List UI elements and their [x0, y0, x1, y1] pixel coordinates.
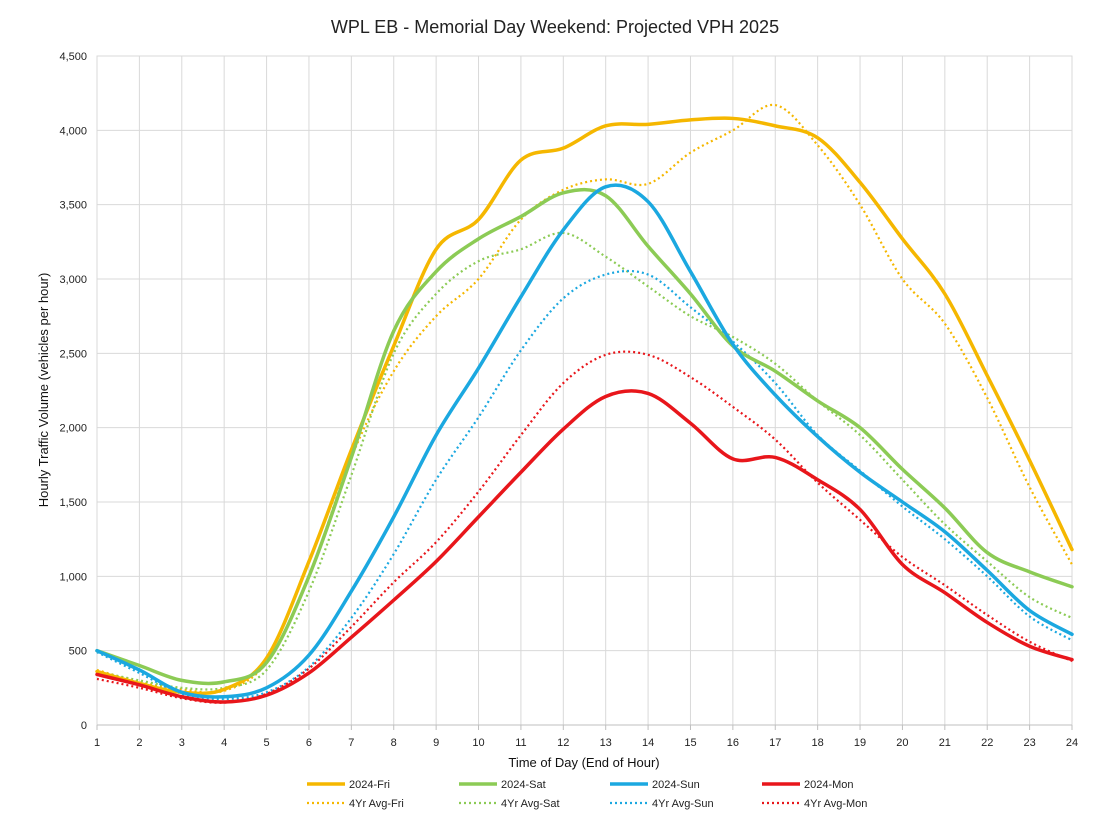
x-tick-label: 3	[179, 737, 185, 749]
x-tick-label: 12	[557, 737, 569, 749]
x-tick-label: 13	[600, 737, 612, 749]
series-line-2024-fri	[95, 116, 1074, 696]
y-axis-title: Hourly Traffic Volume (vehicles per hour…	[36, 273, 51, 508]
plot-area	[96, 55, 1073, 726]
y-tick-label: 1,500	[59, 497, 87, 509]
legend-label-4yr-avg-sun: 4Yr Avg-Sun	[652, 798, 714, 810]
chart-title: WPL EB - Memorial Day Weekend: Projected…	[331, 17, 779, 37]
series-line-4yr-avg-sat	[96, 231, 1073, 691]
x-tick-label: 7	[348, 737, 354, 749]
series-line-2024-mon	[95, 389, 1074, 704]
x-tick-label: 9	[433, 737, 439, 749]
legend-label-4yr-avg-sat: 4Yr Avg-Sat	[501, 798, 560, 810]
x-tick-label: 8	[391, 737, 397, 749]
series-line-4yr-avg-sun	[96, 269, 1073, 701]
legend-label-2024-fri: 2024-Fri	[349, 779, 390, 791]
y-tick-label: 3,500	[59, 200, 87, 212]
x-axis-title: Time of Day (End of Hour)	[508, 755, 659, 770]
y-tick-label: 4,000	[59, 125, 87, 137]
legend-label-2024-sat: 2024-Sat	[501, 779, 546, 791]
x-tick-label: 18	[812, 737, 824, 749]
y-tick-label: 2,500	[59, 348, 87, 360]
series-line-2024-sat	[95, 187, 1074, 686]
legend: 2024-Fri 2024-Sat 2024-Sun 2024-Mon 4Yr Avg-…	[307, 779, 867, 810]
x-tick-label: 4	[221, 737, 227, 749]
axes: 0 500 1,000 1,500 2,000 2,500 3,000 3,500 4,000 4…	[59, 51, 1078, 749]
x-tick-label: 20	[896, 737, 908, 749]
y-tick-label: 1,000	[59, 571, 87, 583]
legend-label-4yr-avg-fri: 4Yr Avg-Fri	[349, 798, 404, 810]
x-tick-label: 24	[1066, 737, 1078, 749]
x-tick-label: 10	[472, 737, 484, 749]
x-tick-label: 14	[642, 737, 654, 749]
series-line-2024-sun	[95, 183, 1074, 699]
x-tick-label: 17	[769, 737, 781, 749]
y-tick-label: 3,000	[59, 274, 87, 286]
x-tick-label: 21	[939, 737, 951, 749]
series-lines	[95, 103, 1074, 704]
y-tick-label: 4,500	[59, 51, 87, 63]
legend-label-2024-sun: 2024-Sun	[652, 779, 700, 791]
x-tick-label: 19	[854, 737, 866, 749]
legend-label-4yr-avg-mon: 4Yr Avg-Mon	[804, 798, 867, 810]
x-tick-label: 22	[981, 737, 993, 749]
legend-label-2024-mon: 2024-Mon	[804, 779, 854, 791]
x-tick-label: 2	[136, 737, 142, 749]
x-tick-label: 6	[306, 737, 312, 749]
x-tick-label: 16	[727, 737, 739, 749]
x-tick-label: 1	[94, 737, 100, 749]
x-tick-label: 11	[515, 737, 526, 749]
x-tick-label: 15	[684, 737, 696, 749]
gridlines	[97, 55, 1073, 725]
x-tick-label: 23	[1023, 737, 1035, 749]
y-tick-label: 2,000	[59, 423, 87, 435]
y-tick-label: 500	[69, 646, 87, 658]
y-tick-label: 0	[81, 720, 87, 732]
x-tick-label: 5	[264, 737, 270, 749]
